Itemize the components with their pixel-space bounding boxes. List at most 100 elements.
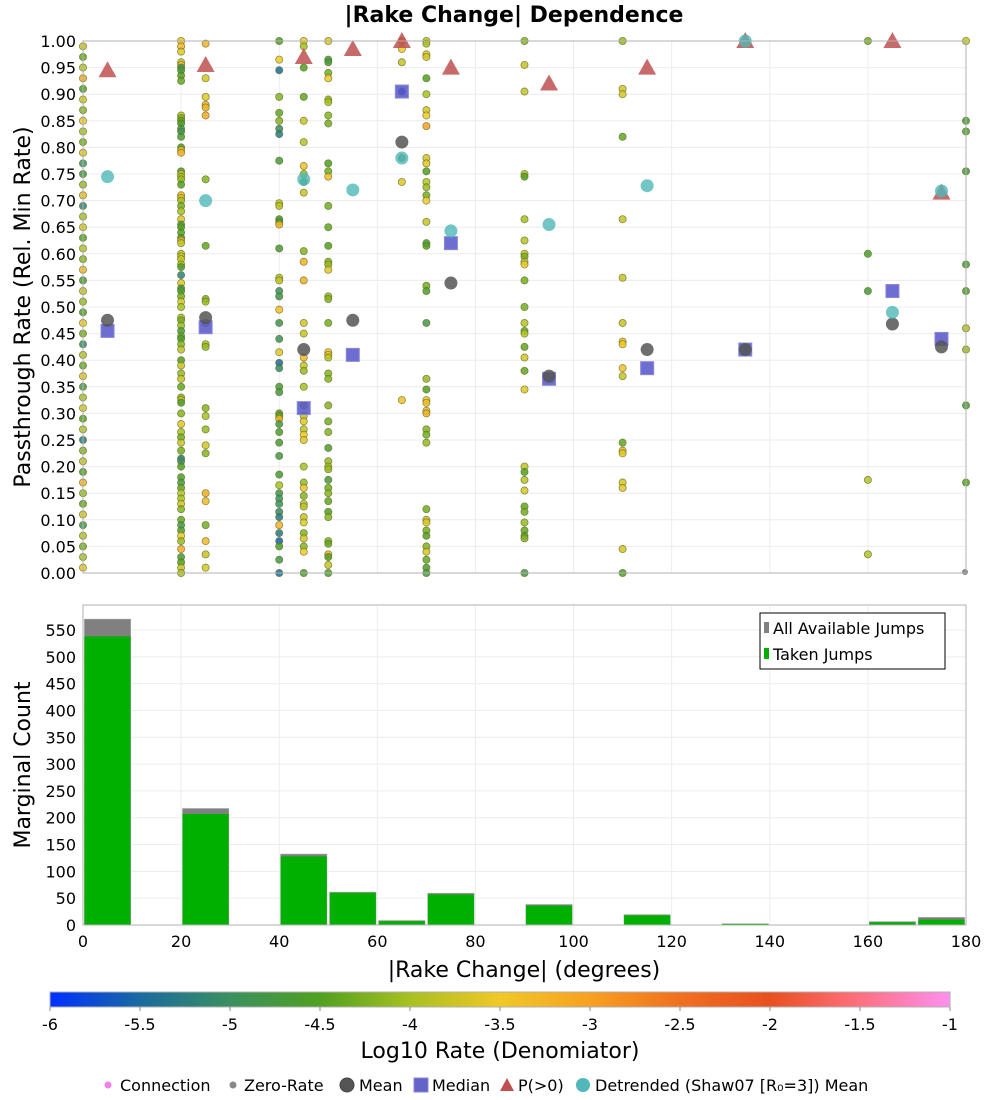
connection-point: [275, 66, 284, 75]
p-gt-0-marker: [392, 32, 411, 48]
connection-point: [324, 539, 333, 548]
connection-point: [324, 98, 333, 107]
median-marker: [885, 284, 900, 299]
connection-point: [177, 382, 186, 391]
connection-point: [324, 119, 333, 128]
connection-point: [324, 497, 333, 506]
scatter-y-tick-label: 0.70: [40, 192, 76, 211]
connection-point: [275, 438, 284, 447]
colorbar-tick-label: -5.5: [124, 1015, 155, 1034]
scatter-y-tick-label: 0.60: [40, 245, 76, 264]
connection-point: [520, 60, 529, 69]
connection-point: [275, 318, 284, 327]
colorbar-gradient: [49, 991, 951, 1008]
connection-point: [177, 398, 186, 407]
p-gt-0-marker: [883, 32, 902, 48]
connection-point: [324, 401, 333, 410]
connection-point: [177, 446, 186, 455]
connection-point: [397, 58, 406, 67]
scatter-y-tick-label: 0.25: [40, 431, 76, 450]
histogram-legend-box: [759, 612, 946, 670]
connection-point: [422, 241, 431, 250]
connection-point: [324, 561, 333, 570]
colorbar: -6 -5.5 -5 -4.5 -4 -3.5 -3 -2.5 -2 -1.5 -1 Log10 R…: [42, 991, 958, 1064]
connection-point: [520, 172, 529, 181]
connection-point: [201, 111, 210, 120]
histogram-y-tick-label: 200: [45, 809, 76, 828]
connection-point: [275, 420, 284, 429]
median-marker: [296, 401, 311, 416]
connection-point: [201, 297, 210, 306]
scatter-summary-markers: [98, 32, 951, 416]
connection-point: [520, 467, 529, 476]
connection-point: [275, 276, 284, 285]
histogram-x-tick-label: 160: [853, 932, 884, 951]
connection-point: [422, 159, 431, 168]
scatter-y-tick-label: 0.30: [40, 404, 76, 423]
connection-point: [299, 188, 308, 197]
connection-point: [520, 318, 529, 327]
legend-zero-rate-label: Zero-Rate: [244, 1076, 324, 1095]
connection-point: [863, 249, 872, 258]
connection-point: [422, 547, 431, 556]
connection-point: [618, 483, 627, 492]
mean-marker: [346, 313, 360, 327]
connection-point: [422, 385, 431, 394]
p-gt-0-marker: [196, 55, 215, 72]
connection-point: [299, 534, 308, 543]
connection-point: [201, 74, 210, 83]
connection-point: [177, 271, 186, 280]
connection-point: [422, 167, 431, 176]
connection-point: [422, 374, 431, 383]
connection-point: [618, 318, 627, 327]
colorbar-tick-label: -3: [582, 1015, 598, 1034]
scatter-y-tick-label: 0.85: [40, 112, 76, 131]
connection-point: [177, 180, 186, 189]
connection-point: [275, 92, 284, 101]
detrended-mean-marker: [395, 151, 409, 165]
connection-point: [201, 521, 210, 530]
connection-point: [177, 47, 186, 56]
legend-zero-rate-icon: [229, 1081, 237, 1089]
scatter-y-tick-label: 0.95: [40, 59, 76, 78]
scatter-y-ticks: 0.00 0.05 0.10 0.15 0.20 0.25 0.30 0.35 0.40 0.45…: [40, 32, 76, 583]
connection-point: [422, 318, 431, 327]
connection-point: [324, 417, 333, 426]
connection-point: [177, 438, 186, 447]
connection-point: [397, 177, 406, 186]
colorbar-tick-label: -4.5: [304, 1015, 335, 1034]
connection-point: [863, 475, 872, 484]
connection-point: [275, 388, 284, 397]
connection-point: [422, 217, 431, 226]
scatter-y-tick-label: 0.20: [40, 458, 76, 477]
histogram-x-tick-label: 80: [465, 932, 485, 951]
connection-point: [618, 273, 627, 282]
connection-point: [422, 111, 431, 120]
scatter-y-tick-label: 0.35: [40, 378, 76, 397]
connection-point: [299, 63, 308, 72]
connection-point: [299, 547, 308, 556]
connection-point: [177, 345, 186, 354]
connection-point: [618, 215, 627, 224]
connection-point: [324, 58, 333, 67]
connection-point: [422, 74, 431, 83]
connection-point: [520, 260, 529, 269]
bar-taken: [280, 856, 327, 925]
connection-point: [201, 425, 210, 434]
connection-point: [618, 545, 627, 554]
connection-point: [422, 52, 431, 61]
colorbar-tick-label: -6: [42, 1015, 58, 1034]
connection-point: [422, 438, 431, 447]
median-marker: [640, 361, 655, 376]
connection-point: [618, 90, 627, 99]
connection-point: [275, 130, 284, 139]
histogram-legend: All Available Jumps Taken Jumps: [759, 612, 946, 670]
legend-median-icon: [413, 1077, 429, 1093]
connection-point: [177, 537, 186, 546]
connection-point: [422, 287, 431, 296]
histogram-x-ticks: 0 20 40 60 80 100 120 140 160 180: [78, 932, 981, 951]
bar-taken: [84, 636, 131, 925]
connection-point: [177, 409, 186, 418]
bar-taken: [329, 892, 376, 925]
connection-point: [422, 90, 431, 99]
